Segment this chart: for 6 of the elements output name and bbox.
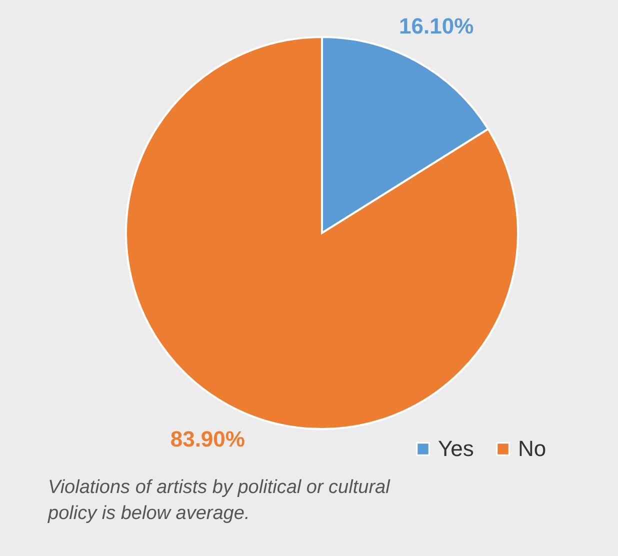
text: Violations of artists by political or cultural policy is below average. [47,477,391,524]
legend-label: Yes [438,436,474,461]
pie-slice [125,36,519,430]
legend-label: No [518,436,546,461]
data-label: 83.90% [170,426,245,452]
data-label: 16.10% [399,14,474,39]
